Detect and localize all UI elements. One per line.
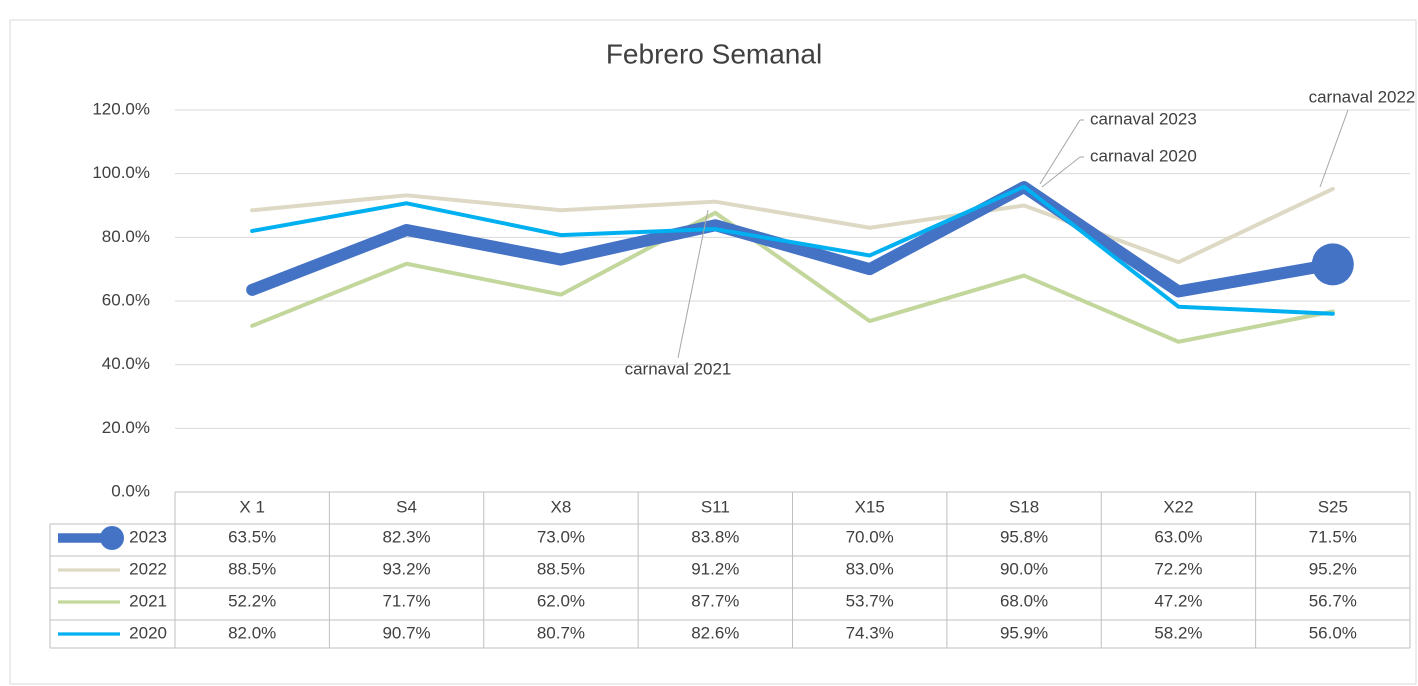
- table-cell: 56.0%: [1309, 623, 1357, 642]
- annotation: carnaval 2023: [1090, 109, 1197, 128]
- x-tick-label: X8: [551, 497, 572, 516]
- series-line: [250, 186, 1335, 265]
- table-cell: 52.2%: [228, 591, 276, 610]
- table-cell: 82.3%: [382, 527, 430, 546]
- annotation-leader: [1041, 156, 1081, 188]
- y-tick-label: 120.0%: [92, 99, 150, 118]
- y-tick-label: 80.0%: [102, 227, 150, 246]
- marker: [1311, 243, 1354, 286]
- x-tick-label: X 1: [239, 497, 265, 516]
- legend-label: 2023: [129, 527, 167, 546]
- table-cell: 71.7%: [382, 591, 430, 610]
- table-cell: 83.8%: [691, 527, 739, 546]
- legend-marker: [100, 526, 124, 550]
- x-tick-label: X15: [855, 497, 885, 516]
- x-tick-label: S25: [1318, 497, 1348, 516]
- table-cell: 58.2%: [1154, 623, 1202, 642]
- chart-title: Febrero Semanal: [606, 38, 822, 69]
- x-tick-label: X22: [1163, 497, 1193, 516]
- legend-label: 2021: [129, 591, 167, 610]
- annotation: carnaval 2022: [1309, 87, 1416, 106]
- table-cell: 68.0%: [1000, 591, 1048, 610]
- table-cell: 53.7%: [846, 591, 894, 610]
- table-cell: 82.6%: [691, 623, 739, 642]
- series-line: [250, 210, 1335, 344]
- table-cell: 87.7%: [691, 591, 739, 610]
- y-tick-label: 0.0%: [111, 481, 150, 500]
- table-cell: 83.0%: [846, 559, 894, 578]
- x-tick-label: S4: [396, 497, 417, 516]
- table-cell: 71.5%: [1309, 527, 1357, 546]
- table-cell: 56.7%: [1309, 591, 1357, 610]
- chart-border: [9, 19, 1417, 685]
- series-line: [250, 184, 1335, 316]
- table-cell: 63.5%: [228, 527, 276, 546]
- annotation: carnaval 2021: [625, 359, 732, 378]
- table-cell: 70.0%: [846, 527, 894, 546]
- table-cell: 93.2%: [382, 559, 430, 578]
- legend-label: 2020: [129, 623, 167, 642]
- annotation: carnaval 2020: [1090, 146, 1197, 165]
- y-tick-label: 100.0%: [92, 163, 150, 182]
- table-cell: 95.9%: [1000, 623, 1048, 642]
- x-tick-label: S11: [701, 497, 730, 516]
- table-cell: 88.5%: [537, 559, 585, 578]
- table-cell: 63.0%: [1154, 527, 1202, 546]
- annotation-leader: [677, 209, 709, 359]
- table-cell: 74.3%: [846, 623, 894, 642]
- table-cell: 91.2%: [691, 559, 739, 578]
- table-cell: 62.0%: [537, 591, 585, 610]
- legend-label: 2022: [129, 559, 167, 578]
- table-cell: 90.7%: [382, 623, 430, 642]
- table-cell: 95.2%: [1309, 559, 1357, 578]
- annotation-leader: [1039, 119, 1081, 185]
- table-cell: 80.7%: [537, 623, 585, 642]
- x-tick-label: S18: [1009, 497, 1039, 516]
- series-line: [246, 181, 1339, 298]
- y-tick-label: 40.0%: [102, 354, 150, 373]
- table-cell: 47.2%: [1154, 591, 1202, 610]
- table-cell: 90.0%: [1000, 559, 1048, 578]
- table-cell: 95.8%: [1000, 527, 1048, 546]
- y-tick-label: 20.0%: [102, 418, 150, 437]
- table-cell: 88.5%: [228, 559, 276, 578]
- y-tick-label: 60.0%: [102, 290, 150, 309]
- table-cell: 73.0%: [537, 527, 585, 546]
- table-cell: 82.0%: [228, 623, 276, 642]
- annotation-leader: [1319, 109, 1349, 188]
- table-cell: 72.2%: [1154, 559, 1202, 578]
